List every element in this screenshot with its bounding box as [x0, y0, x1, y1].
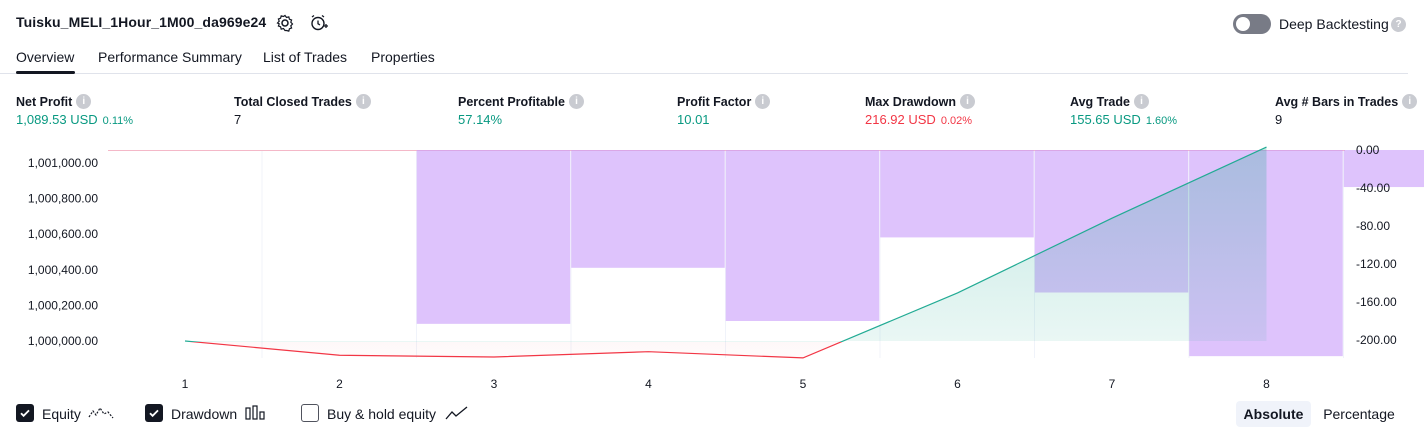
equity-area-negative: [195, 342, 841, 358]
x-axis-tick: 3: [491, 377, 498, 391]
right-axis: 0.00 -40.00 -80.00 -120.00 -160.00 -200.00: [1356, 143, 1397, 347]
tab-list-of-trades[interactable]: List of Trades: [263, 49, 348, 65]
left-axis-tick: 1,000,600.00: [28, 227, 98, 241]
equity-checkbox-label[interactable]: Equity: [42, 406, 81, 422]
x-axis-tick: 4: [645, 377, 652, 391]
equity-checkbox[interactable]: [16, 404, 34, 422]
tabs-divider: [0, 73, 1408, 74]
equity-drawdown-chart[interactable]: 1,001,000.00 1,000,800.00 1,000,600.00 1,00…: [0, 140, 1424, 398]
x-axis-tick: 6: [954, 377, 961, 391]
buy-hold-line-icon: [445, 404, 469, 427]
percentage-button[interactable]: Percentage: [1323, 406, 1395, 422]
tab-performance-summary[interactable]: Performance Summary: [98, 49, 242, 65]
tab-properties[interactable]: Properties: [371, 49, 435, 65]
right-axis-tick: 0.00: [1356, 143, 1380, 157]
info-icon[interactable]: i: [1133, 94, 1149, 109]
right-axis-tick: -160.00: [1356, 295, 1397, 309]
x-axis-tick: 7: [1109, 377, 1116, 391]
equity-series: [184, 146, 1267, 359]
info-icon[interactable]: i: [1402, 94, 1418, 109]
left-axis: 1,001,000.00 1,000,800.00 1,000,600.00 1,00…: [28, 156, 98, 348]
equity-line-negative: [189, 342, 843, 359]
info-icon[interactable]: i: [568, 94, 584, 109]
help-icon[interactable]: ?: [1391, 17, 1406, 32]
equity-area-positive: [185, 147, 1267, 342]
left-axis-tick: 1,001,000.00: [28, 156, 98, 170]
metric-net-profit-value: 1,089.53 USD 0.11%: [16, 112, 134, 127]
info-icon[interactable]: i: [355, 94, 371, 109]
drawdown-bar: [571, 150, 725, 268]
drawdown-checkbox-label[interactable]: Drawdown: [171, 406, 238, 422]
metric-avg-bars-label: Avg # Bars in Trades i: [1275, 94, 1418, 109]
metric-max-drawdown-label: Max Drawdown i: [865, 94, 975, 109]
info-icon[interactable]: i: [960, 94, 975, 109]
right-axis-tick: -80.00: [1356, 219, 1390, 233]
strategy-title: Tuisku_MELI_1Hour_1M00_da969e24: [16, 14, 267, 30]
x-axis-tick: 1: [182, 377, 189, 391]
drawdown-bar: [725, 150, 880, 321]
metric-avg-trade-value: 155.65 USD 1.60%: [1070, 112, 1178, 127]
drawdown-bar: [1343, 150, 1424, 188]
left-axis-tick: 1,000,200.00: [28, 298, 98, 312]
drawdown-bar: [416, 150, 571, 324]
metric-avg-bars-value: 9: [1275, 112, 1283, 127]
add-alert-icon[interactable]: [308, 12, 330, 34]
buy-hold-checkbox-label[interactable]: Buy & hold equity: [327, 406, 436, 422]
metric-total-closed-trades-value: 7: [234, 112, 242, 127]
drawdown-bars-icon: [245, 405, 267, 426]
gear-icon[interactable]: [274, 12, 296, 34]
right-axis-tick: -120.00: [1356, 257, 1397, 271]
x-axis-tick: 5: [800, 377, 807, 391]
toggle-knob: [1236, 17, 1250, 31]
x-axis-tick: 2: [336, 377, 343, 391]
metric-avg-trade-label: Avg Trade i: [1070, 94, 1149, 109]
metric-profit-factor-value: 10.01: [677, 112, 710, 127]
left-axis-tick: 1,000,800.00: [28, 192, 98, 206]
left-axis-tick: 1,000,000.00: [28, 334, 98, 348]
absolute-button[interactable]: Absolute: [1236, 401, 1311, 427]
active-tab-indicator: [16, 71, 75, 74]
equity-line-positive: [184, 146, 1267, 342]
left-axis-tick: 1,000,400.00: [28, 263, 98, 277]
metric-percent-profitable-label: Percent Profitable i: [458, 94, 584, 109]
metric-percent-profitable-value: 57.14%: [458, 112, 503, 127]
metric-total-closed-trades-label: Total Closed Trades i: [234, 94, 371, 109]
metric-max-drawdown-value: 216.92 USD 0.02%: [865, 112, 973, 127]
x-axis-tick: 8: [1263, 377, 1270, 391]
right-axis-tick: -200.00: [1356, 333, 1397, 347]
drawdown-checkbox[interactable]: [145, 404, 163, 422]
x-axis: 1 2 3 4 5 6 7 8: [182, 377, 1271, 391]
metric-net-profit-label: Net Profit i: [16, 94, 92, 109]
drawdown-bar: [880, 150, 1034, 238]
info-icon[interactable]: i: [755, 94, 771, 109]
equity-line-icon: [88, 404, 114, 427]
buy-hold-checkbox[interactable]: [301, 404, 319, 422]
deep-backtesting-label: Deep Backtesting: [1279, 16, 1389, 32]
tab-overview[interactable]: Overview: [16, 49, 75, 65]
right-axis-tick: -40.00: [1356, 181, 1390, 195]
info-icon[interactable]: i: [76, 94, 92, 109]
metric-profit-factor-label: Profit Factor i: [677, 94, 771, 109]
deep-backtesting-toggle[interactable]: [1233, 14, 1271, 34]
